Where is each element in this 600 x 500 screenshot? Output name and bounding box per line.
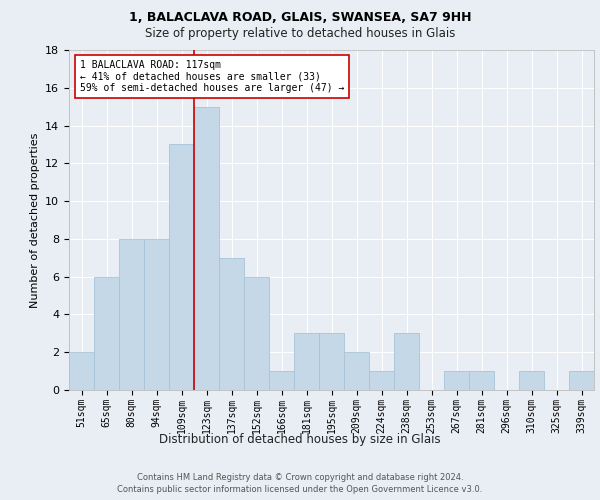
Bar <box>294 334 319 390</box>
Bar <box>169 144 194 390</box>
Bar <box>119 239 144 390</box>
Bar <box>94 276 119 390</box>
Text: Distribution of detached houses by size in Glais: Distribution of detached houses by size … <box>159 432 441 446</box>
Bar <box>469 371 494 390</box>
Bar <box>394 334 419 390</box>
Bar <box>244 276 269 390</box>
Bar <box>219 258 244 390</box>
Text: Size of property relative to detached houses in Glais: Size of property relative to detached ho… <box>145 28 455 40</box>
Bar <box>344 352 369 390</box>
Bar <box>569 371 594 390</box>
Bar <box>194 106 219 390</box>
Text: Contains HM Land Registry data © Crown copyright and database right 2024.
Contai: Contains HM Land Registry data © Crown c… <box>118 472 482 494</box>
Y-axis label: Number of detached properties: Number of detached properties <box>29 132 40 308</box>
Bar <box>144 239 169 390</box>
Bar <box>519 371 544 390</box>
Bar <box>444 371 469 390</box>
Bar <box>369 371 394 390</box>
Text: 1 BALACLAVA ROAD: 117sqm
← 41% of detached houses are smaller (33)
59% of semi-d: 1 BALACLAVA ROAD: 117sqm ← 41% of detach… <box>79 60 344 94</box>
Bar <box>319 334 344 390</box>
Bar <box>269 371 294 390</box>
Bar <box>69 352 94 390</box>
Text: 1, BALACLAVA ROAD, GLAIS, SWANSEA, SA7 9HH: 1, BALACLAVA ROAD, GLAIS, SWANSEA, SA7 9… <box>129 11 471 24</box>
